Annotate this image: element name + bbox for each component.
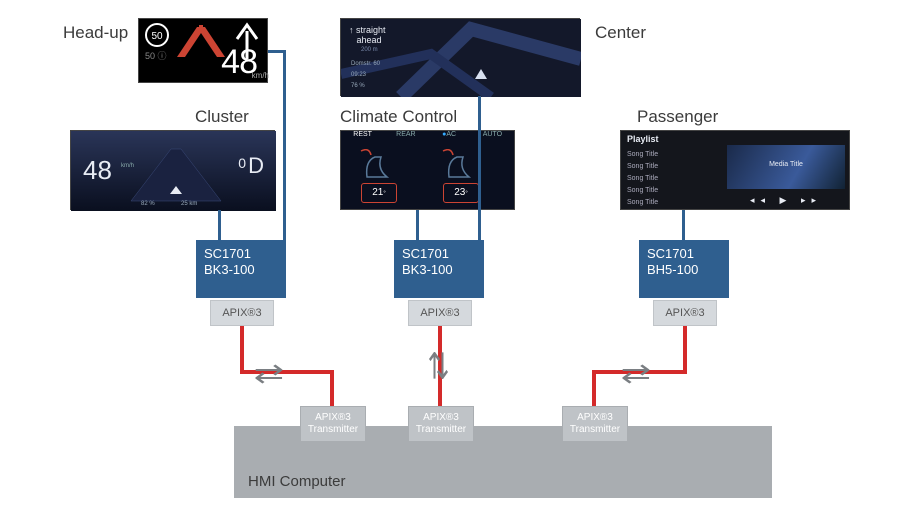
apix-tx-mid-l2: Transmitter — [409, 424, 473, 436]
chip-mid: SC1701 BK3-100 — [394, 240, 484, 298]
bidir-arrow-mid: ⇄ — [423, 350, 454, 381]
nav-direction: ↑ straight ahead — [349, 25, 386, 45]
conn-center — [478, 96, 481, 240]
apix-tx-mid-l1: APIX®3 — [409, 412, 473, 424]
headup-unit: km/h — [252, 71, 269, 80]
label-headup: Head-up — [63, 23, 128, 43]
red-r1 — [683, 326, 687, 374]
nav-row3: 76 % — [351, 83, 365, 89]
apix-tx-left-l2: Transmitter — [301, 424, 365, 436]
cluster-footer-r: 25 km — [181, 201, 197, 207]
red-r3 — [592, 370, 596, 406]
chip-left-l1: SC1701 — [204, 246, 278, 262]
hmi-label: HMI Computer — [248, 473, 346, 490]
list-item: Song Title — [627, 185, 658, 197]
cluster-unit: km/h — [121, 163, 134, 169]
screen-climate: REST REAR ●AC AUTO 21° 23° — [340, 130, 515, 210]
conn-headup-v — [283, 50, 286, 268]
chip-left-l2: BK3-100 — [204, 262, 278, 278]
red-l1 — [240, 326, 244, 374]
apix-rx-mid: APIX®3 — [408, 300, 472, 326]
list-item: Song Title — [627, 197, 658, 209]
nav-row1: Domstr. 60 — [351, 61, 380, 67]
climate-temp-left: 21° — [361, 183, 397, 203]
label-passenger: Passenger — [637, 107, 718, 127]
apix-rx-left: APIX®3 — [210, 300, 274, 326]
cluster-gear: D — [248, 153, 264, 179]
chip-right: SC1701 BH5-100 — [639, 240, 729, 298]
nav-dist: 200 m — [361, 47, 378, 53]
media-title: Media Title — [727, 161, 845, 168]
screen-headup: 50 50 ⓘ 48 km/h — [138, 18, 268, 83]
list-item: Song Title — [627, 149, 658, 161]
apix-tx-right: APIX®3 Transmitter — [562, 406, 628, 442]
chip-mid-l2: BK3-100 — [402, 262, 476, 278]
conn-cluster — [218, 210, 221, 240]
playlist-items: Song Title Song Title Song Title Song Ti… — [627, 149, 658, 209]
red-l3 — [330, 370, 334, 406]
list-item: Song Title — [627, 173, 658, 185]
chip-right-l2: BH5-100 — [647, 262, 721, 278]
conn-passenger — [682, 210, 685, 240]
apix-tx-right-l2: Transmitter — [563, 424, 627, 436]
nav-row2: 09:23 — [351, 72, 366, 78]
headup-limit-small: 50 ⓘ — [145, 49, 167, 62]
media-controls: ◂◂ ▶ ▸▸ — [727, 195, 845, 206]
svg-text:50: 50 — [151, 31, 163, 42]
climate-btn-ac: ●AC — [428, 131, 471, 145]
screen-center: ↑ straight ahead 200 m Domstr. 60 09:23 … — [340, 18, 580, 96]
media-art: Media Title — [727, 145, 845, 189]
apix-rx-right: APIX®3 — [653, 300, 717, 326]
apix-tx-left-l1: APIX®3 — [301, 412, 365, 424]
chip-mid-l1: SC1701 — [402, 246, 476, 262]
apix-tx-mid: APIX®3 Transmitter — [408, 406, 474, 442]
label-center: Center — [595, 23, 646, 43]
cluster-aux: 0 — [238, 155, 246, 171]
list-item: Song Title — [627, 161, 658, 173]
apix-tx-left: APIX®3 Transmitter — [300, 406, 366, 442]
lane-icon — [177, 25, 225, 61]
playlist-header: Playlist — [627, 134, 659, 144]
chip-left: SC1701 BK3-100 — [196, 240, 286, 298]
climate-btn-rest: REST — [341, 131, 384, 145]
climate-btn-rear: REAR — [384, 131, 427, 145]
conn-climate — [416, 210, 419, 240]
cluster-speed: 48 — [83, 155, 112, 186]
label-climate: Climate Control — [340, 107, 457, 127]
chip-right-l1: SC1701 — [647, 246, 721, 262]
screen-passenger: Playlist Song Title Song Title Song Titl… — [620, 130, 850, 210]
seat-right-icon — [441, 149, 481, 181]
bidir-arrow-right: ⇄ — [621, 358, 652, 389]
seat-left-icon — [359, 149, 399, 181]
climate-temp-right: 23° — [443, 183, 479, 203]
cluster-footer-l: 82 % — [141, 201, 155, 207]
speed-limit-icon: 50 — [144, 22, 170, 48]
bidir-arrow-left: ⇄ — [254, 358, 285, 389]
apix-tx-right-l1: APIX®3 — [563, 412, 627, 424]
screen-cluster: 48 km/h 0 D 82 % 25 km — [70, 130, 275, 210]
label-cluster: Cluster — [195, 107, 249, 127]
